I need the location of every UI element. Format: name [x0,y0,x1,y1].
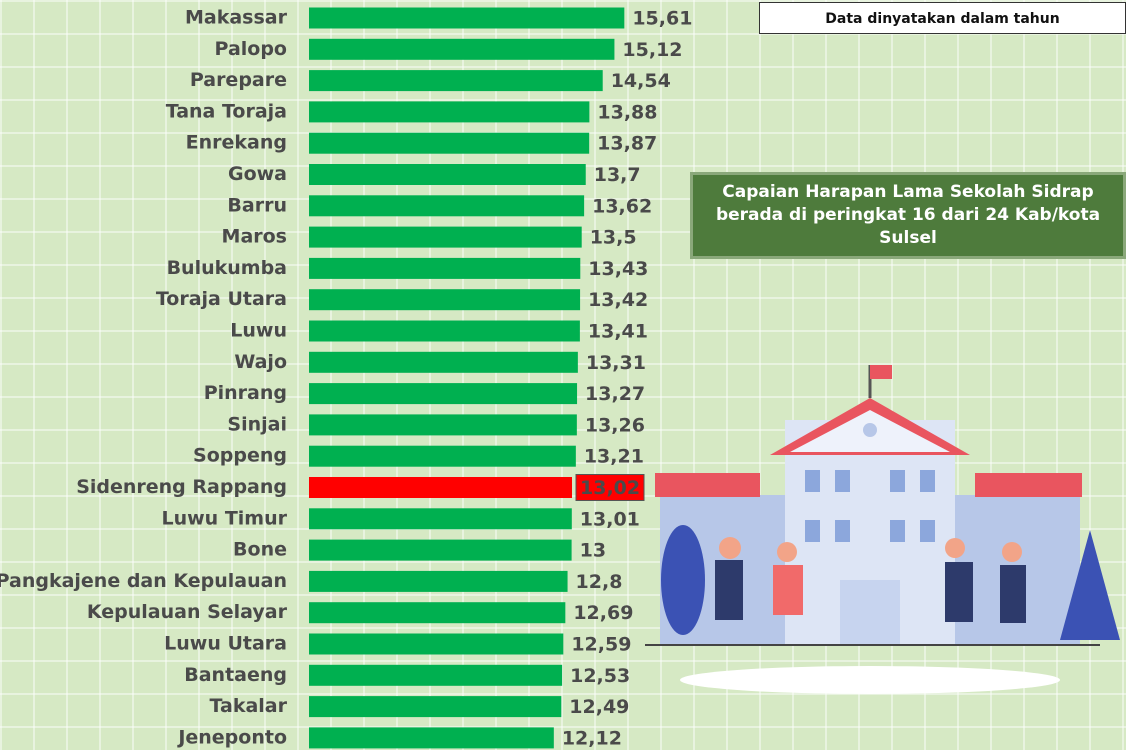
value-label: 12,53 [570,665,630,687]
value-label: 14,54 [611,70,671,92]
chart: Makassar 15,61 Palopo 15,12 Parepare 14,54 Tan… [0,0,1126,750]
bar [309,414,577,435]
bar [309,477,572,498]
value-label: 13,02 [580,477,640,499]
bar [309,101,589,122]
category-label: Tana Toraja [166,100,287,122]
category-label: Bone [233,539,287,561]
value-label: 13,31 [586,352,646,374]
annotation: Capaian Harapan Lama Sekolah Sidrap bera… [690,172,1126,259]
bar [309,8,624,29]
category-label: Takalar [210,695,288,717]
value-label: 13,7 [594,164,641,186]
bar [309,665,562,686]
category-label: Enrekang [186,132,287,154]
category-label: Palopo [215,38,287,60]
bar [309,258,580,279]
bar [309,133,589,154]
bar [309,383,577,404]
value-label: 15,61 [632,8,692,30]
category-label: Bantaeng [184,664,287,686]
category-label: Sidenreng Rappang [76,476,287,498]
bar [309,70,603,91]
note: Data dinyatakan dalam tahun [759,2,1126,34]
category-label: Jeneponto [176,726,287,748]
category-label: Parepare [190,69,287,91]
value-label: 13,5 [590,227,637,249]
value-label: 12,49 [569,696,629,718]
value-label: 13,88 [597,101,657,123]
category-label: Maros [222,226,287,248]
value-label: 13,26 [585,414,645,436]
category-label: Soppeng [193,445,287,467]
bar [309,289,580,310]
bar [309,696,561,717]
value-label: 12,59 [571,634,631,656]
bar [309,540,572,561]
value-label: 13,21 [584,446,644,468]
value-label: 12,8 [576,571,623,593]
illustration [645,365,1120,694]
bar [309,446,576,467]
bar [309,164,586,185]
value-label: 15,12 [622,39,682,61]
category-label: Barru [227,194,287,216]
value-label: 13,27 [585,383,645,405]
bar [309,571,568,592]
value-label: 13,87 [597,133,657,155]
value-label: 12,69 [573,602,633,624]
bar [309,602,565,623]
category-label: Luwu Timur [162,507,288,529]
value-label: 13 [580,540,606,562]
category-label: Toraja Utara [156,288,287,310]
bar [309,352,578,373]
value-label: 13,42 [588,289,648,311]
value-label: 13,62 [592,195,652,217]
category-label: Luwu Utara [164,633,287,655]
value-label: 13,41 [588,321,648,343]
category-label: Gowa [228,163,287,185]
page: Makassar 15,61 Palopo 15,12 Parepare 14,54 Tan… [0,0,1126,750]
bar [309,227,582,248]
bar [309,39,614,60]
value-label: 12,12 [562,727,622,749]
bar [309,508,572,529]
category-label: Bulukumba [167,257,287,279]
category-label: Sinjai [227,413,287,435]
category-label: Kepulauan Selayar [87,601,288,623]
category-label: Luwu [230,320,287,342]
bar [309,321,580,342]
category-label: Wajo [234,351,287,373]
category-label: Makassar [185,7,288,29]
bar [309,195,584,216]
category-label: Pangkajene dan Kepulauan [0,570,287,592]
category-label: Pinrang [204,382,287,404]
bar [309,634,563,655]
value-label: 13,43 [588,258,648,280]
bar [309,727,554,748]
value-label: 13,01 [580,508,640,530]
